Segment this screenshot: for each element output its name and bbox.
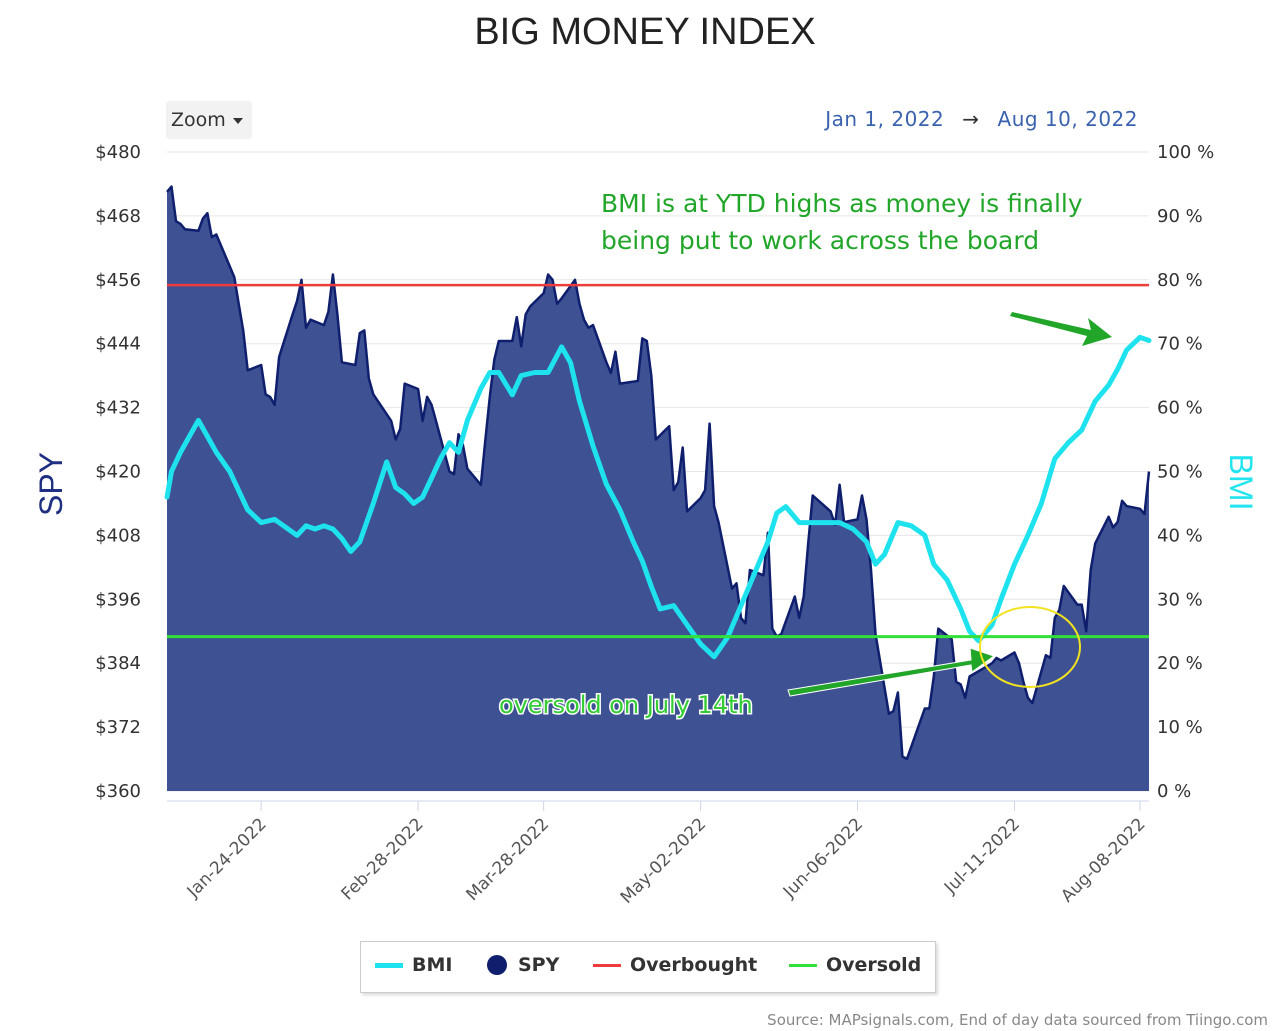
range-to[interactable]: Aug 10, 2022 bbox=[997, 107, 1138, 131]
annotation-ytd-line1: BMI is at YTD highs as money is finally bbox=[601, 189, 1083, 218]
left-tick-label: $480 bbox=[95, 142, 141, 163]
x-tick-label: Jan-24-2022 bbox=[183, 814, 271, 902]
date-range: Jan 1, 2022 → Aug 10, 2022 bbox=[825, 107, 1138, 131]
range-from[interactable]: Jan 1, 2022 bbox=[825, 107, 945, 131]
x-tick-label: Aug-08-2022 bbox=[1057, 814, 1149, 906]
legend-label: SPY bbox=[518, 954, 560, 976]
left-tick-label: $432 bbox=[95, 398, 141, 419]
left-tick-label: $420 bbox=[95, 462, 141, 483]
right-tick-label: 80 % bbox=[1157, 270, 1203, 291]
left-tick-label: $444 bbox=[95, 334, 141, 355]
annotation-ytd-line2: being put to work across the board bbox=[601, 226, 1039, 255]
right-tick-label: 60 % bbox=[1157, 398, 1203, 419]
source-note: Source: MAPsignals.com, End of day data … bbox=[767, 1011, 1268, 1029]
bmi-line-swatch bbox=[375, 963, 403, 968]
right-tick-label: 30 % bbox=[1157, 589, 1203, 610]
bmi-line bbox=[164, 334, 1152, 660]
left-tick-label: $372 bbox=[95, 717, 141, 738]
arrow-to-bmi-high bbox=[1010, 312, 1112, 346]
x-tick-label: May-02-2022 bbox=[617, 814, 710, 907]
chart-title: BIG MONEY INDEX bbox=[474, 11, 815, 53]
x-tick-label: Jul-11-2022 bbox=[940, 814, 1024, 898]
spy-dot-swatch bbox=[487, 955, 507, 975]
legend-label: Overbought bbox=[630, 954, 758, 976]
range-arrow-icon: → bbox=[962, 107, 980, 131]
right-axis-title: BMI bbox=[1223, 454, 1259, 511]
arrow-to-oversold bbox=[787, 647, 996, 697]
left-tick-label: $396 bbox=[95, 589, 141, 610]
left-axis-title: SPY bbox=[33, 452, 69, 516]
right-tick-label: 20 % bbox=[1157, 653, 1203, 674]
left-tick-label: $360 bbox=[95, 781, 141, 802]
right-tick-label: 0 % bbox=[1157, 781, 1191, 802]
annotations: BMI is at YTD highs as money is finally … bbox=[498, 189, 1112, 721]
right-tick-label: 50 % bbox=[1157, 462, 1203, 483]
left-tick-label: $468 bbox=[95, 206, 141, 227]
oversold-line-swatch bbox=[789, 964, 817, 967]
overbought-line-swatch bbox=[593, 964, 621, 967]
spy-line bbox=[166, 185, 1151, 761]
oversold-highlight-circle bbox=[979, 606, 1081, 688]
plot-series bbox=[164, 185, 1152, 792]
chevron-down-icon bbox=[233, 118, 243, 124]
right-tick-label: 90 % bbox=[1157, 206, 1203, 227]
left-tick-label: $408 bbox=[95, 525, 141, 546]
right-tick-label: 70 % bbox=[1157, 334, 1203, 355]
right-tick-label: 100 % bbox=[1157, 142, 1214, 163]
x-tick-label: Feb-28-2022 bbox=[338, 814, 428, 904]
right-tick-label: 10 % bbox=[1157, 717, 1203, 738]
x-tick-label: Mar-28-2022 bbox=[463, 814, 554, 905]
legend-label: BMI bbox=[412, 954, 453, 976]
annotation-oversold: oversold on July 14th bbox=[499, 691, 753, 719]
legend-label: Oversold bbox=[826, 954, 922, 976]
right-axis-ticks: 100 % 90 % 80 % 70 % 60 % 50 % 40 % 30 % 20 % 10 … bbox=[1157, 142, 1214, 802]
x-axis: Jan-24-2022 Feb-28-2022 Mar-28-2022 May-02-… bbox=[167, 800, 1150, 908]
left-tick-label: $456 bbox=[95, 270, 141, 291]
reference-lines bbox=[167, 283, 1149, 639]
zoom-dropdown[interactable]: Zoom bbox=[166, 101, 252, 139]
x-tick-label: Jun-06-2022 bbox=[779, 814, 867, 902]
spy-area-fill bbox=[167, 186, 1149, 792]
zoom-label: Zoom bbox=[171, 109, 226, 131]
right-tick-label: 40 % bbox=[1157, 525, 1203, 546]
legend: BMI SPY Overbought Oversold bbox=[360, 941, 936, 993]
left-tick-label: $384 bbox=[95, 653, 141, 674]
left-axis-ticks: $480 $468 $456 $444 $432 $420 $408 $396 $384 $372… bbox=[95, 142, 141, 802]
